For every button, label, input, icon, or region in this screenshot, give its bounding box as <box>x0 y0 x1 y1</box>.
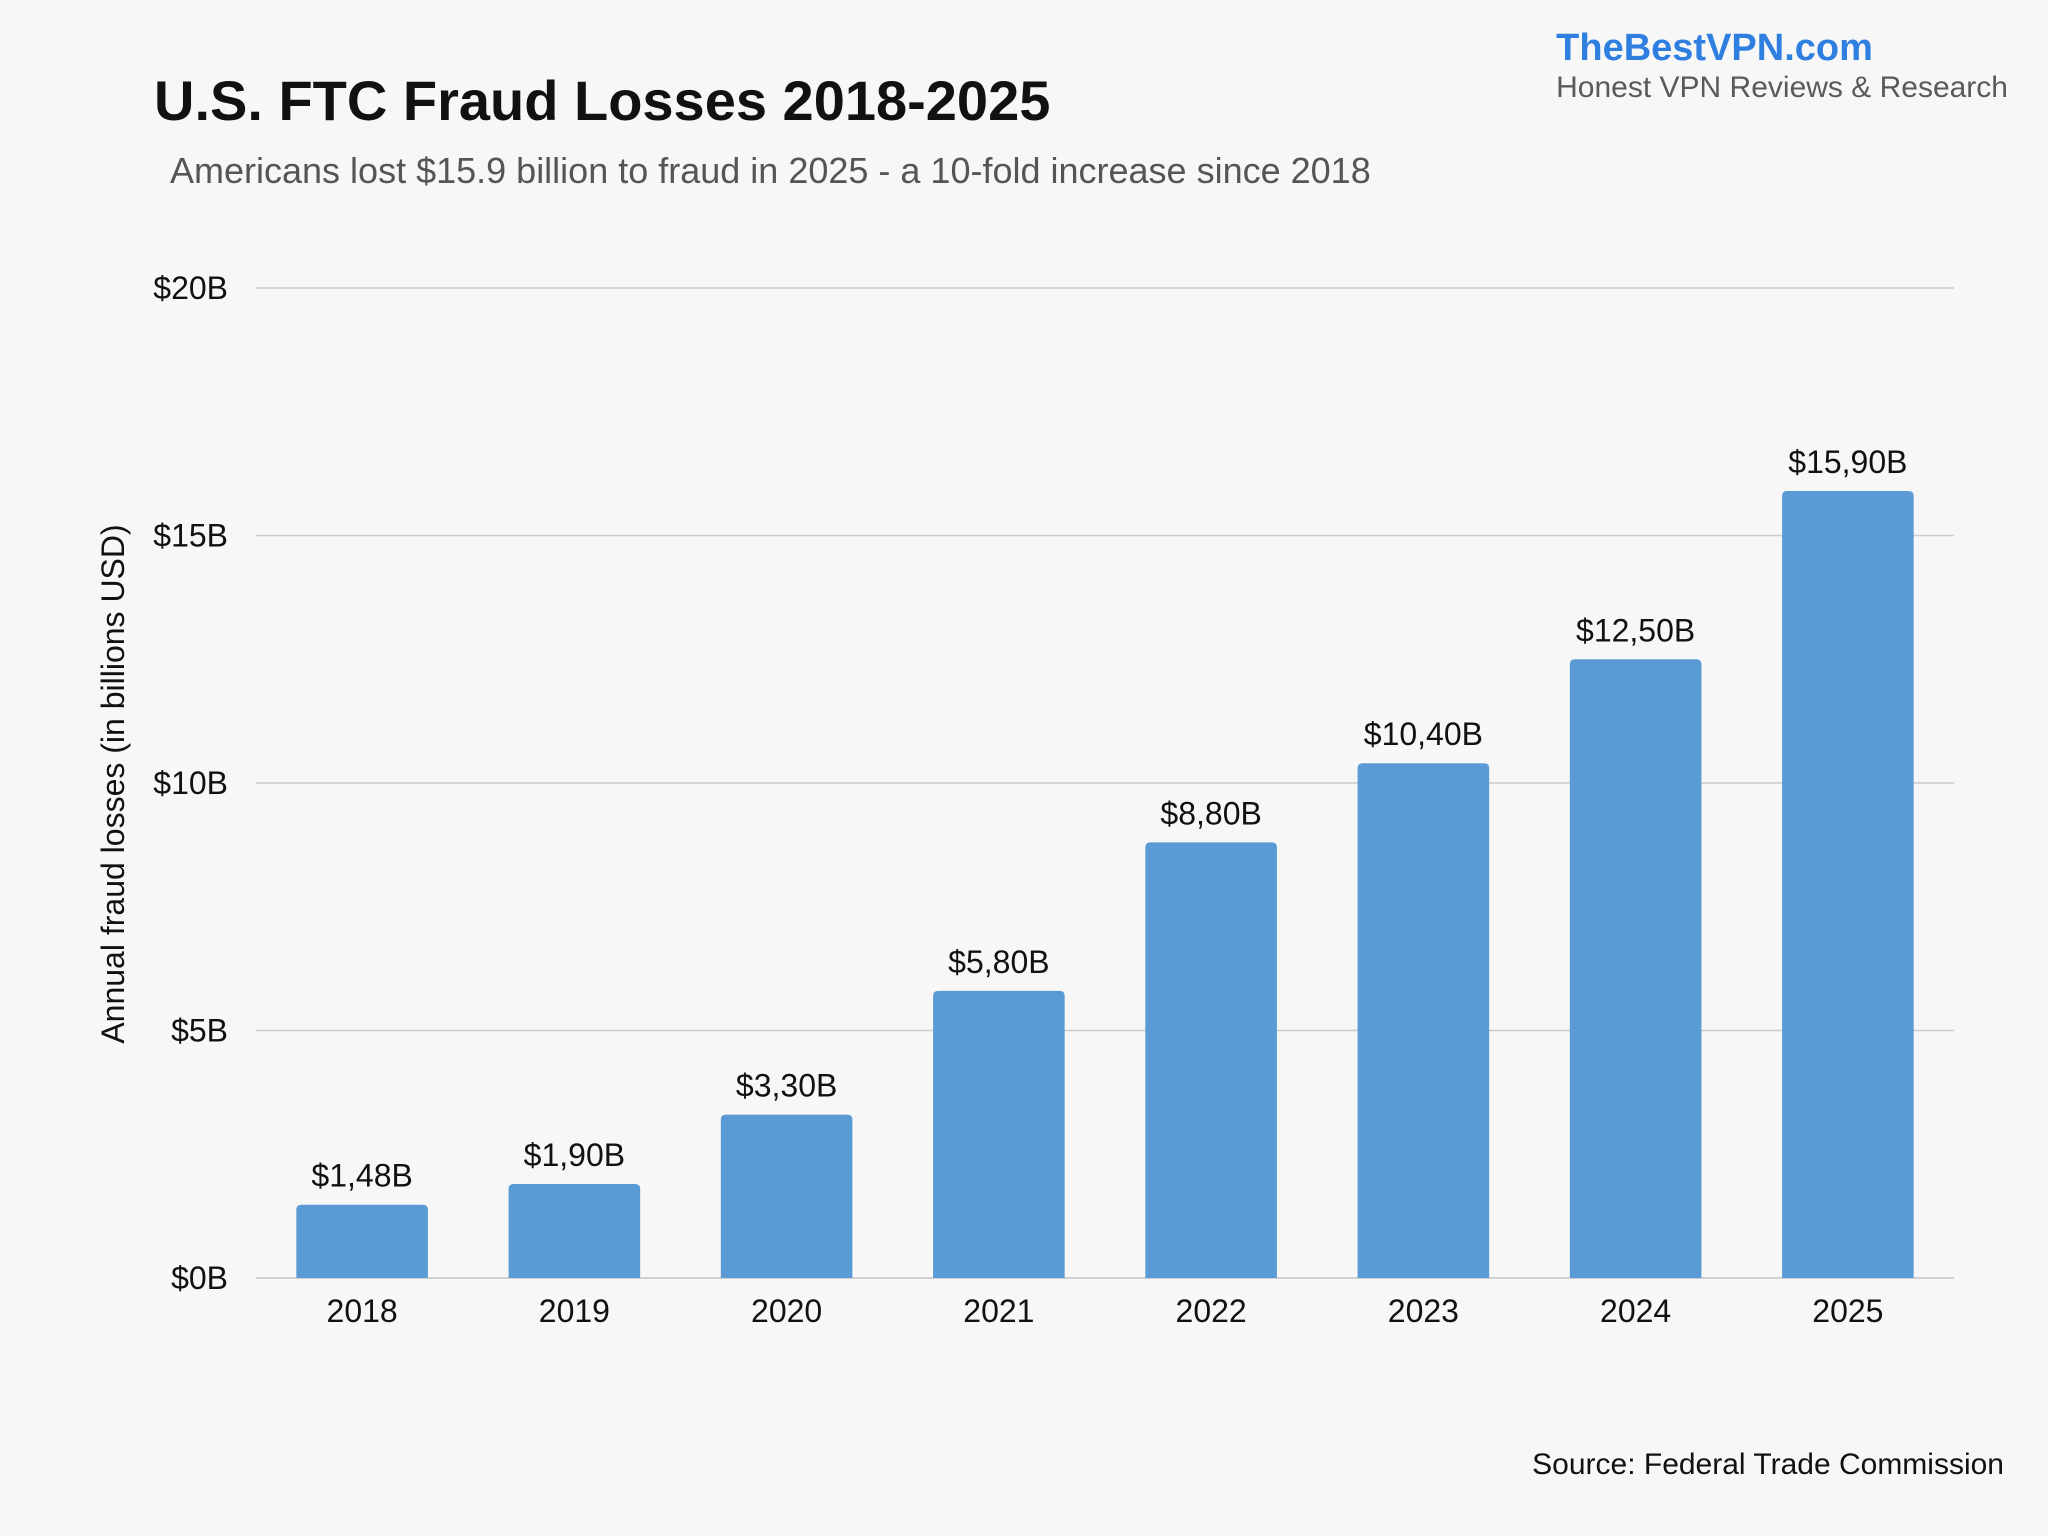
x-tick-label: 2021 <box>963 1293 1034 1329</box>
y-tick-label: $20B <box>153 270 228 306</box>
data-label: $12,50B <box>1576 612 1695 648</box>
data-labels: $1,48B $1,90B $3,30B $5,80B $8,80B $10,40B $12… <box>311 444 1907 1194</box>
bar-2023 <box>1357 763 1490 1278</box>
x-tick-label: 2025 <box>1812 1293 1883 1329</box>
data-label: $1,48B <box>311 1158 412 1194</box>
brand-name[interactable]: TheBestVPN.com <box>1556 27 1873 69</box>
bar-2024 <box>1569 659 1702 1278</box>
bars <box>296 490 1914 1278</box>
brand-block: TheBestVPN.com Honest VPN Reviews & Rese… <box>1556 26 2008 106</box>
bar-2021 <box>933 990 1065 1278</box>
x-tick-label: 2018 <box>327 1293 398 1329</box>
x-tick-label: 2019 <box>539 1293 610 1329</box>
y-tick-label: $10B <box>153 765 228 801</box>
data-label: $1,90B <box>524 1137 625 1173</box>
data-label: $8,80B <box>1160 795 1261 831</box>
bar-2019 <box>508 1183 641 1278</box>
bar-2022 <box>1145 842 1277 1278</box>
data-label: $10,40B <box>1364 716 1483 752</box>
x-tick-label: 2022 <box>1176 1293 1247 1329</box>
x-axis-ticks: 2018 2019 2020 2021 2022 2023 2024 2025 <box>327 1293 1884 1329</box>
data-label: $3,30B <box>736 1068 837 1104</box>
x-tick-label: 2020 <box>751 1293 822 1329</box>
data-label: $5,80B <box>948 944 1049 980</box>
chart-subtitle: Americans lost $15.9 billion to fraud in… <box>170 150 1371 191</box>
bar-2025 <box>1782 490 1914 1278</box>
y-tick-label: $0B <box>171 1260 228 1296</box>
bar-2018 <box>296 1204 428 1278</box>
x-tick-label: 2023 <box>1388 1293 1459 1329</box>
bar-2020 <box>720 1114 853 1278</box>
source-note: Source: Federal Trade Commission <box>1532 1448 2004 1481</box>
y-tick-label: $5B <box>171 1013 228 1049</box>
y-tick-label: $15B <box>153 518 228 554</box>
y-axis-label: Annual fraud losses (in billions USD) <box>95 524 131 1043</box>
x-tick-label: 2024 <box>1600 1293 1671 1329</box>
y-axis-ticks: $0B $5B $10B $15B $20B <box>153 270 228 1296</box>
brand-tagline: Honest VPN Reviews & Research <box>1556 71 2008 104</box>
chart-title: U.S. FTC Fraud Losses 2018-2025 <box>154 69 1051 132</box>
data-label: $15,90B <box>1788 444 1907 480</box>
